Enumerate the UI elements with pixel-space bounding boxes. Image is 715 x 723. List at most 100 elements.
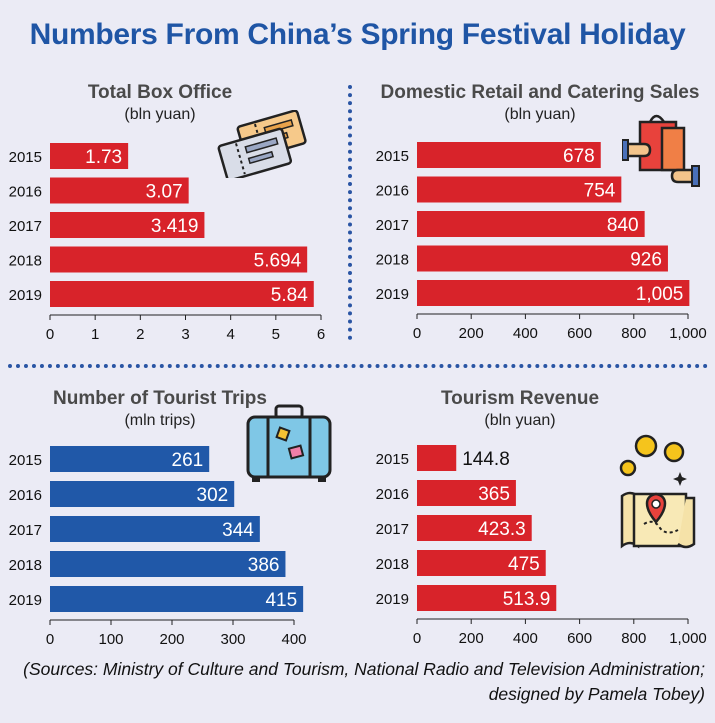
panel-title-retail: Domestic Retail and Catering Sales: [380, 82, 700, 103]
year-label: 2015: [376, 148, 409, 165]
x-tick-label: 300: [220, 631, 245, 648]
bar: [417, 245, 668, 272]
year-label: 2015: [9, 149, 42, 166]
value-label: 3.07: [146, 182, 183, 203]
x-tick-label: 200: [459, 325, 484, 342]
bar: [50, 551, 286, 577]
bar: [50, 246, 308, 273]
x-tick-label: 1,000: [669, 325, 707, 342]
value-label: 754: [584, 181, 616, 202]
value-label: 5.694: [254, 251, 302, 272]
year-label: 2018: [376, 556, 409, 573]
year-label: 2019: [376, 286, 409, 303]
x-tick-label: 0: [46, 326, 54, 343]
bar: [50, 212, 205, 238]
bar: [417, 211, 645, 237]
bar: [50, 516, 260, 542]
page-title: Numbers From China’s Spring Festival Hol…: [29, 18, 686, 51]
year-label: 2018: [9, 557, 42, 574]
x-tick-label: 600: [567, 630, 592, 647]
x-tick-label: 0: [413, 325, 421, 342]
chart-tourism-revenue: 2015 144.8 2016 365 2017 423.3 2018 475 2019 513.…: [376, 445, 707, 647]
x-tick-label: 200: [159, 631, 184, 648]
x-tick-label: 2: [136, 326, 144, 343]
suitcase-icon: [246, 404, 332, 482]
bar: [50, 143, 129, 169]
year-label: 2017: [376, 521, 409, 538]
bar: [417, 480, 516, 506]
value-label: 144.8: [462, 449, 510, 470]
horizontal-divider: [8, 364, 708, 368]
value-label: 678: [563, 146, 595, 167]
year-label: 2015: [376, 451, 409, 468]
panel-title-tourist-trips: Number of Tourist Trips: [53, 388, 267, 409]
bar: [50, 281, 314, 307]
bar: [417, 280, 690, 306]
bar: [50, 177, 189, 204]
x-tick-label: 400: [513, 630, 538, 647]
value-label: 365: [478, 484, 510, 505]
vertical-divider: [348, 85, 352, 340]
value-label: 5.84: [271, 285, 308, 306]
year-label: 2019: [376, 591, 409, 608]
x-tick-label: 800: [621, 630, 646, 647]
value-label: 261: [172, 450, 204, 471]
year-label: 2016: [376, 183, 409, 200]
panel-unit-box-office: (bln yuan): [124, 106, 196, 123]
bar: [417, 142, 601, 168]
panel-title-box-office: Total Box Office: [87, 82, 233, 103]
value-label: 840: [607, 215, 639, 236]
value-label: 926: [630, 250, 662, 271]
bar: [50, 586, 304, 612]
sources-line-1: (Sources: Ministry of Culture and Touris…: [23, 659, 705, 679]
bar: [417, 585, 557, 611]
year-label: 2017: [376, 217, 409, 234]
x-tick-label: 1: [91, 326, 99, 343]
panel-unit-tourist-trips: (mln trips): [124, 412, 196, 429]
value-label: 344: [222, 520, 254, 541]
value-label: 415: [265, 590, 297, 611]
map-pin-icon: [619, 434, 696, 549]
x-tick-label: 1,000: [669, 630, 707, 647]
year-label: 2017: [9, 522, 42, 539]
x-tick-label: 600: [567, 325, 592, 342]
value-label: 3.419: [151, 216, 199, 237]
value-label: 386: [248, 555, 280, 576]
bar: [417, 176, 622, 203]
x-tick-label: 100: [98, 631, 123, 648]
tickets-icon: [217, 110, 307, 178]
chart-tourist-trips: 2015 261 2016 302 2017 344 2018 386 2019 415 0 100 2…: [9, 446, 307, 648]
year-label: 2016: [376, 486, 409, 503]
panel-unit-tourism-revenue: (bln yuan): [484, 412, 556, 429]
year-label: 2019: [9, 592, 42, 609]
x-tick-label: 5: [272, 326, 280, 343]
year-label: 2019: [9, 287, 42, 304]
year-label: 2018: [376, 252, 409, 269]
panel-unit-retail: (bln yuan): [504, 106, 576, 123]
year-label: 2016: [9, 184, 42, 201]
x-tick-label: 800: [621, 325, 646, 342]
year-label: 2015: [9, 452, 42, 469]
x-tick-label: 400: [513, 325, 538, 342]
value-label: 1.73: [85, 147, 122, 168]
x-tick-label: 6: [317, 326, 325, 343]
bar: [50, 481, 235, 507]
panel-title-tourism-revenue: Tourism Revenue: [440, 388, 600, 409]
year-label: 2018: [9, 253, 42, 270]
bar: [417, 550, 546, 576]
x-tick-label: 400: [281, 631, 306, 648]
value-label: 513.9: [503, 589, 551, 610]
x-tick-label: 0: [46, 631, 54, 648]
x-tick-label: 3: [181, 326, 189, 343]
sources-line-2: designed by Pamela Tobey): [488, 684, 705, 705]
year-label: 2017: [9, 218, 42, 235]
x-tick-label: 200: [459, 630, 484, 647]
chart-retail-catering: 2015 678 2016 754 2017 840 2018 926 2019 1,005 0 20…: [376, 142, 707, 342]
bar: [417, 445, 457, 471]
value-label: 423.3: [478, 519, 526, 540]
value-label: 302: [197, 485, 229, 506]
x-tick-label: 4: [226, 326, 234, 343]
value-label: 475: [508, 554, 540, 575]
year-label: 2016: [9, 487, 42, 504]
